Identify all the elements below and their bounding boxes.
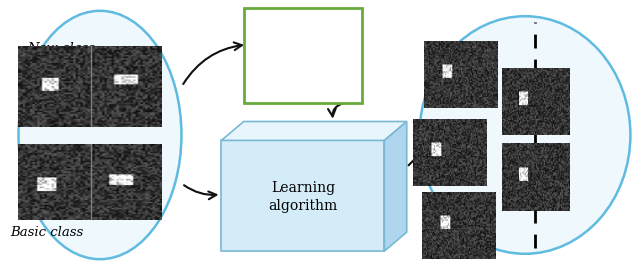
Polygon shape [244,8,362,103]
Polygon shape [221,122,407,140]
Text: New class: New class [28,42,96,55]
Polygon shape [385,122,407,251]
Text: Learning
algorithm: Learning algorithm [269,181,338,213]
Ellipse shape [19,11,182,259]
Polygon shape [221,140,385,251]
Text: Basic class: Basic class [10,226,84,239]
Ellipse shape [419,16,630,254]
Text: Meta-
learner: Meta- learner [277,29,329,60]
